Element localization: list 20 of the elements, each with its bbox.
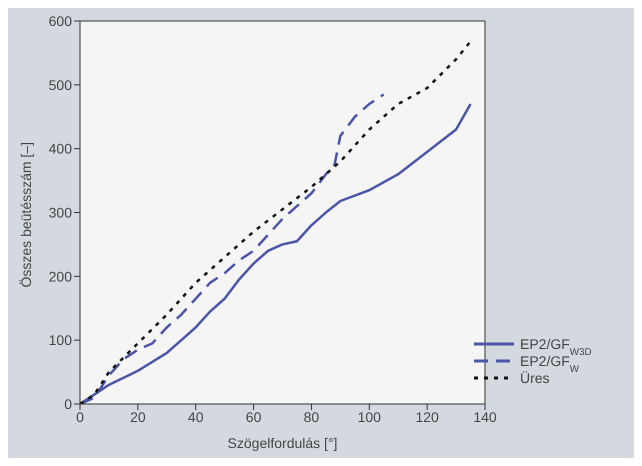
x-tick-label: 60 [246,408,262,425]
y-tick-label: 500 [48,76,72,93]
x-tick-label: 20 [130,408,146,425]
y-tick-label: 0 [64,396,72,412]
legend-label: Üres [520,370,550,386]
y-axis-title: Összes beütésszám [–] [18,142,34,288]
y-tick-label: 600 [48,12,72,29]
y-tick-label: 200 [48,268,72,284]
y-tick-label: 400 [48,140,72,157]
line-series [80,40,472,404]
x-tick-label: 120 [415,408,440,425]
x-tick-label: 100 [358,408,382,425]
x-tick-label: 140 [473,408,497,425]
x-tick-label: 40 [188,408,204,425]
x-axis-title: Szögelfordulás [°] [228,435,338,451]
y-tick-label: 300 [48,204,72,220]
x-tick-label: 80 [304,408,320,425]
x-tick-label: 0 [76,408,84,425]
legend-label: EP2/GF$_{W3D}$ [520,336,592,358]
y-tick-label: 100 [48,332,72,348]
